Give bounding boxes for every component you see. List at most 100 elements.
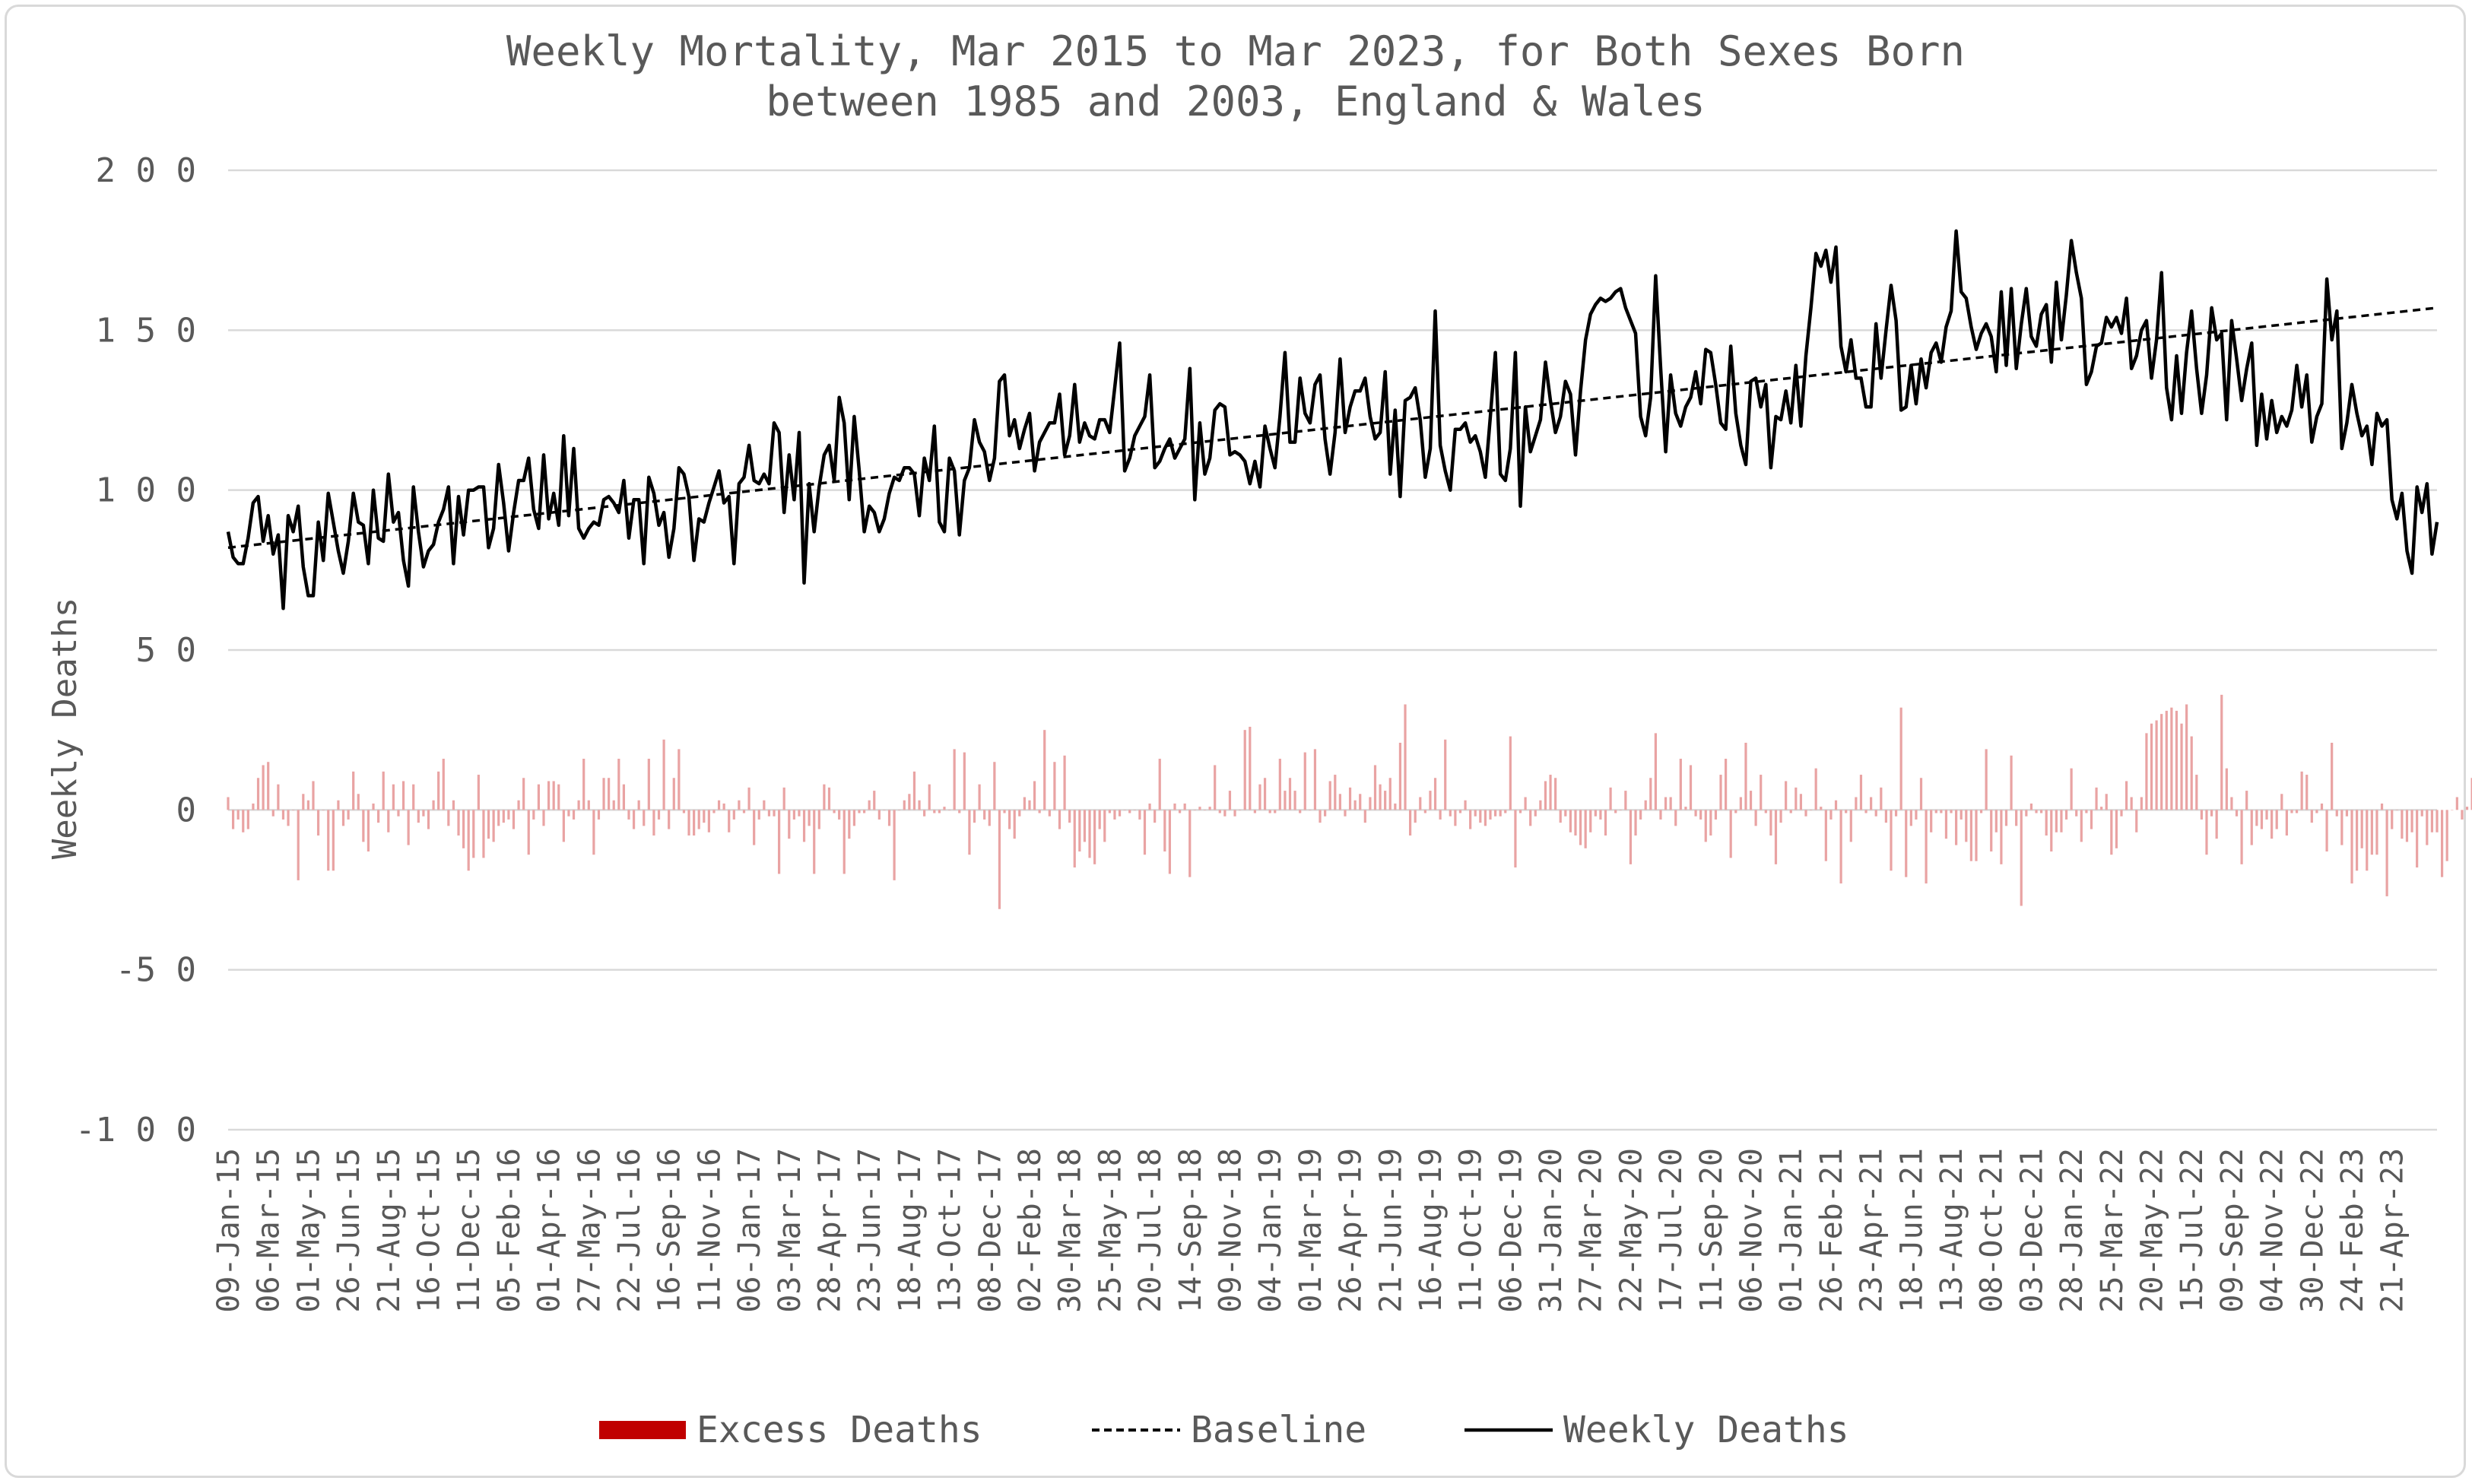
excess-deaths-bar [1344, 810, 1347, 817]
excess-deaths-bar [918, 800, 921, 810]
x-tick-label: 13-Oct-17 [933, 1148, 968, 1313]
excess-deaths-bar [1509, 736, 1512, 810]
excess-deaths-bar [557, 784, 560, 810]
excess-deaths-bar [1078, 810, 1081, 852]
excess-deaths-bar [1884, 810, 1887, 823]
excess-deaths-bar [1068, 810, 1071, 823]
x-tick-label: 08-Dec-17 [973, 1148, 1008, 1313]
excess-deaths-bar [852, 810, 856, 826]
excess-deaths-bar [462, 810, 465, 848]
x-tick-label: 24-Feb-23 [2335, 1148, 2370, 1313]
x-tick-label: 25-Mar-22 [2095, 1148, 2130, 1313]
excess-deaths-bar [858, 810, 861, 813]
excess-deaths-bar [988, 810, 991, 826]
excess-deaths-bar [1433, 778, 1437, 810]
excess-deaths-bar [271, 810, 274, 817]
excess-deaths-bar [362, 810, 365, 842]
excess-deaths-bar [1033, 781, 1036, 810]
x-tick-label: 15-Jul-22 [2175, 1148, 2210, 1313]
excess-deaths-bar [1834, 800, 1838, 810]
excess-deaths-bar [1359, 794, 1362, 810]
excess-deaths-bar [1855, 797, 1858, 810]
excess-deaths-bars [227, 694, 2472, 909]
excess-deaths-bar [1444, 739, 1447, 810]
excess-deaths-bar [2295, 810, 2299, 813]
excess-deaths-bar [1188, 810, 1192, 877]
excess-deaths-bar [1719, 775, 1722, 810]
excess-deaths-bar [587, 800, 590, 810]
excess-deaths-bar [1474, 810, 1477, 817]
excess-deaths-bar [2230, 797, 2233, 810]
excess-deaths-bar [1499, 810, 1502, 817]
excess-deaths-bar [577, 800, 580, 810]
excess-deaths-bar [2064, 810, 2068, 820]
excess-deaths-bar [1965, 810, 1968, 842]
excess-deaths-bar [813, 810, 816, 874]
excess-deaths-bar [2004, 810, 2008, 826]
excess-deaths-bar [2145, 733, 2148, 810]
x-tick-label: 06-Mar-15 [252, 1148, 287, 1313]
excess-deaths-bar [2366, 810, 2369, 871]
excess-deaths-bar [1379, 784, 1382, 810]
excess-deaths-bar [732, 810, 735, 820]
excess-deaths-bar [2235, 810, 2239, 817]
excess-deaths-bar [2391, 810, 2394, 829]
excess-deaths-bar [968, 810, 971, 855]
legend-swatch-excess-deaths [599, 1421, 686, 1439]
excess-deaths-bar [738, 800, 741, 810]
excess-deaths-bar [668, 810, 671, 829]
excess-deaths-bar [1529, 810, 1532, 826]
excess-deaths-bar [657, 810, 661, 820]
y-tick-label: 5 0 [136, 631, 196, 670]
excess-deaths-bar [2140, 797, 2143, 810]
excess-deaths-bar [1774, 810, 1778, 864]
excess-deaths-bar [2260, 810, 2264, 829]
excess-deaths-bar [327, 810, 330, 871]
excess-deaths-bar [2055, 810, 2058, 832]
excess-deaths-bar [1153, 810, 1157, 823]
excess-deaths-bar [893, 810, 896, 880]
excess-deaths-bar [492, 810, 495, 842]
excess-deaths-bar [1649, 778, 1652, 810]
excess-deaths-bar [1799, 794, 1803, 810]
excess-deaths-bar [2245, 791, 2248, 810]
excess-deaths-bar [1113, 810, 1116, 820]
excess-deaths-bar [782, 787, 785, 810]
excess-deaths-bar [1299, 810, 1302, 813]
excess-deaths-bar [2250, 810, 2253, 845]
excess-deaths-bar [1303, 752, 1306, 810]
excess-deaths-bar [1905, 810, 1908, 877]
x-tick-label: 05-Feb-16 [492, 1148, 527, 1313]
y-tick-label: -1 0 0 [75, 1111, 196, 1149]
excess-deaths-bar [2155, 720, 2158, 810]
excess-deaths-bar [1725, 759, 1728, 810]
excess-deaths-bar [1008, 810, 1011, 829]
excess-deaths-bar [1363, 810, 1366, 823]
excess-deaths-bar [1769, 810, 1772, 836]
excess-deaths-bar [2470, 778, 2472, 810]
excess-deaths-bar [337, 800, 340, 810]
x-tick-label: 30-Dec-22 [2295, 1148, 2330, 1313]
excess-deaths-bar [1704, 810, 1707, 842]
excess-deaths-bar [1795, 787, 1798, 810]
excess-deaths-bar [2225, 768, 2228, 810]
excess-deaths-bar [1504, 810, 1507, 813]
excess-deaths-bar [1874, 810, 1877, 817]
excess-deaths-bar [983, 810, 986, 820]
excess-deaths-bar [517, 800, 520, 810]
excess-deaths-bar [1103, 810, 1106, 842]
x-tick-label: 25-May-18 [1093, 1148, 1128, 1313]
excess-deaths-bar [798, 810, 801, 817]
excess-deaths-bar [833, 810, 836, 813]
excess-deaths-bar [267, 762, 270, 810]
excess-deaths-bar [306, 800, 309, 810]
excess-deaths-bar [316, 810, 320, 836]
excess-deaths-bar [2370, 810, 2373, 855]
excess-deaths-bar [1760, 775, 1763, 810]
excess-deaths-bar [1178, 810, 1182, 813]
excess-deaths-bar [703, 810, 706, 823]
excess-deaths-bar [1890, 810, 1893, 871]
excess-deaths-bar [1870, 797, 1873, 810]
excess-deaths-bar [2380, 803, 2384, 810]
excess-deaths-bar [457, 810, 460, 836]
